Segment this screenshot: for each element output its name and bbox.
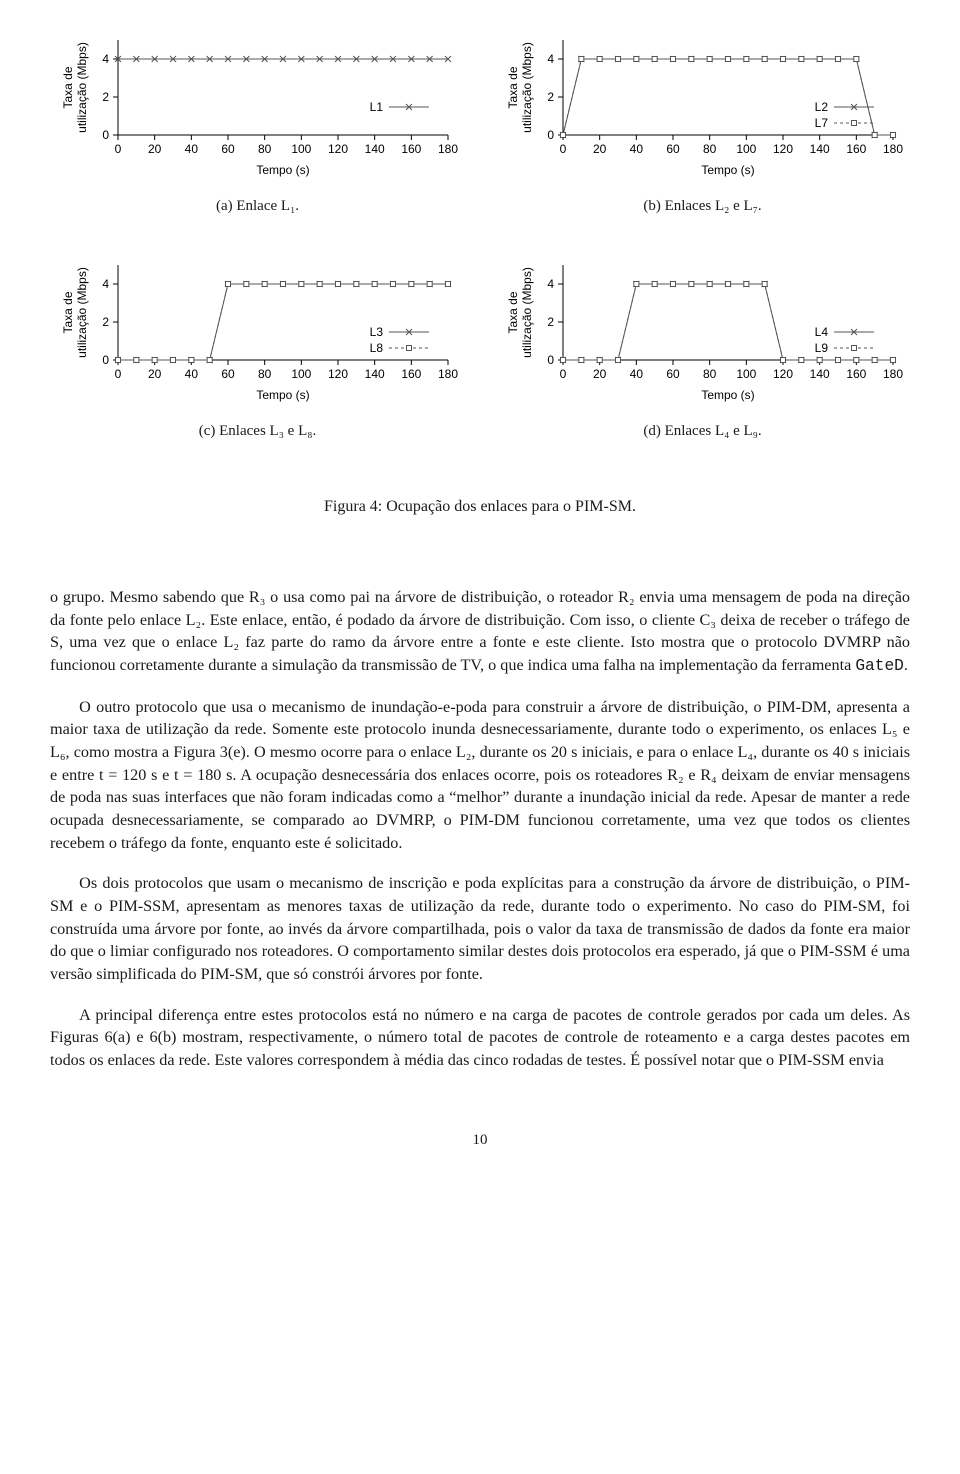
page-number: 10 — [50, 1132, 910, 1149]
svg-text:Taxa de: Taxa de — [506, 66, 520, 108]
svg-text:20: 20 — [592, 367, 606, 381]
svg-text:140: 140 — [809, 367, 829, 381]
svg-text:0: 0 — [114, 367, 121, 381]
svg-text:Tempo (s): Tempo (s) — [701, 163, 754, 177]
svg-text:60: 60 — [221, 367, 235, 381]
chart-cell-b: 0 20 40 60 80 100 120 140 160 180 0 2 4 Tempo (s) Taxa… — [495, 30, 910, 245]
svg-text:utilização (Mbps): utilização (Mbps) — [75, 42, 89, 133]
svg-text:100: 100 — [736, 142, 756, 156]
svg-text:2: 2 — [102, 90, 109, 104]
svg-text:2: 2 — [547, 315, 554, 329]
paragraph-4: A principal diferença entre estes protoc… — [50, 1004, 910, 1072]
chart-b: 0 20 40 60 80 100 120 140 160 180 0 2 4 Tempo (s) Taxa… — [503, 30, 903, 180]
paragraph-1-tail: . — [904, 656, 908, 674]
chart-cell-c: 0 20 40 60 80 100 120 140 160 180 0 2 4 Tempo (s) Taxa… — [50, 255, 465, 470]
svg-text:L8: L8 — [369, 341, 383, 355]
svg-text:Taxa de: Taxa de — [61, 66, 75, 108]
chart-cell-a: 0 20 40 60 80 100 120 140 160 180 0 2 4 Tempo (s) Taxa… — [50, 30, 465, 245]
svg-text:L4: L4 — [814, 325, 828, 339]
svg-text:40: 40 — [184, 367, 198, 381]
svg-text:120: 120 — [327, 367, 347, 381]
svg-text:40: 40 — [629, 367, 643, 381]
svg-text:4: 4 — [102, 277, 109, 291]
svg-text:0: 0 — [559, 367, 566, 381]
subcaption-a: (a) Enlace L₁. — [216, 198, 299, 215]
svg-text:60: 60 — [666, 367, 680, 381]
subcaption-c: (c) Enlaces L₃ e L₈. — [199, 423, 316, 440]
svg-text:160: 160 — [401, 367, 421, 381]
svg-text:2: 2 — [102, 315, 109, 329]
svg-text:utilização (Mbps): utilização (Mbps) — [520, 42, 534, 133]
chart-cell-d: 0 20 40 60 80 100 120 140 160 180 0 2 4 Tempo (s) Taxa… — [495, 255, 910, 470]
subcaption-b: (b) Enlaces L₂ e L₇. — [643, 198, 761, 215]
svg-text:100: 100 — [291, 367, 311, 381]
svg-text:L1: L1 — [369, 100, 383, 114]
figure-4-caption: Figura 4: Ocupação dos enlaces para o PI… — [50, 498, 910, 516]
svg-text:100: 100 — [736, 367, 756, 381]
svg-text:140: 140 — [809, 142, 829, 156]
svg-text:80: 80 — [257, 142, 271, 156]
subcaption-d: (d) Enlaces L₄ e L₉. — [643, 423, 761, 440]
svg-text:Tempo (s): Tempo (s) — [701, 388, 754, 402]
svg-text:180: 180 — [437, 142, 457, 156]
paragraph-1: o grupo. Mesmo sabendo que R₃ o usa como… — [50, 586, 910, 678]
figure-4-grid: 020406080100120140160180024Tempo (s)Taxa… — [50, 30, 910, 556]
svg-text:Tempo (s): Tempo (s) — [256, 163, 309, 177]
paragraph-2: O outro protocolo que usa o mecanismo de… — [50, 696, 910, 855]
svg-text:40: 40 — [184, 142, 198, 156]
svg-text:80: 80 — [257, 367, 271, 381]
svg-text:20: 20 — [592, 142, 606, 156]
svg-text:20: 20 — [147, 367, 161, 381]
svg-text:140: 140 — [364, 142, 384, 156]
paragraph-3: Os dois protocolos que usam o mecanismo … — [50, 872, 910, 985]
svg-text:40: 40 — [629, 142, 643, 156]
svg-text:utilização (Mbps): utilização (Mbps) — [520, 267, 534, 358]
svg-text:100: 100 — [291, 142, 311, 156]
svg-text:0: 0 — [559, 142, 566, 156]
svg-text:160: 160 — [401, 142, 421, 156]
paragraph-1-text: o grupo. Mesmo sabendo que R₃ o usa como… — [50, 588, 910, 674]
code-gated: GateD — [855, 657, 904, 675]
svg-text:utilização (Mbps): utilização (Mbps) — [75, 267, 89, 358]
svg-text:60: 60 — [666, 142, 680, 156]
svg-text:120: 120 — [772, 367, 792, 381]
svg-text:160: 160 — [846, 367, 866, 381]
svg-text:180: 180 — [882, 367, 902, 381]
svg-text:60: 60 — [221, 142, 235, 156]
svg-text:80: 80 — [702, 367, 716, 381]
svg-text:0: 0 — [547, 353, 554, 367]
svg-text:160: 160 — [846, 142, 866, 156]
svg-text:0: 0 — [102, 128, 109, 142]
svg-text:L9: L9 — [814, 341, 828, 355]
svg-text:20: 20 — [147, 142, 161, 156]
svg-text:2: 2 — [547, 90, 554, 104]
svg-text:140: 140 — [364, 367, 384, 381]
svg-text:L7: L7 — [814, 116, 828, 130]
svg-text:0: 0 — [102, 353, 109, 367]
svg-text:L3: L3 — [369, 325, 383, 339]
svg-text:120: 120 — [327, 142, 347, 156]
svg-text:L2: L2 — [814, 100, 828, 114]
svg-text:180: 180 — [437, 367, 457, 381]
chart-a: 0 20 40 60 80 100 120 140 160 180 0 2 4 Tempo (s) Taxa… — [58, 30, 458, 180]
svg-text:Taxa de: Taxa de — [61, 291, 75, 333]
svg-text:0: 0 — [114, 142, 121, 156]
svg-text:120: 120 — [772, 142, 792, 156]
svg-text:0: 0 — [547, 128, 554, 142]
svg-text:180: 180 — [882, 142, 902, 156]
svg-text:4: 4 — [547, 52, 554, 66]
chart-d: 0 20 40 60 80 100 120 140 160 180 0 2 4 Tempo (s) Taxa… — [503, 255, 903, 405]
svg-text:4: 4 — [547, 277, 554, 291]
chart-c: 0 20 40 60 80 100 120 140 160 180 0 2 4 Tempo (s) Taxa… — [58, 255, 458, 405]
svg-text:Tempo (s): Tempo (s) — [256, 388, 309, 402]
svg-text:Taxa de: Taxa de — [506, 291, 520, 333]
svg-text:4: 4 — [102, 52, 109, 66]
svg-text:80: 80 — [702, 142, 716, 156]
